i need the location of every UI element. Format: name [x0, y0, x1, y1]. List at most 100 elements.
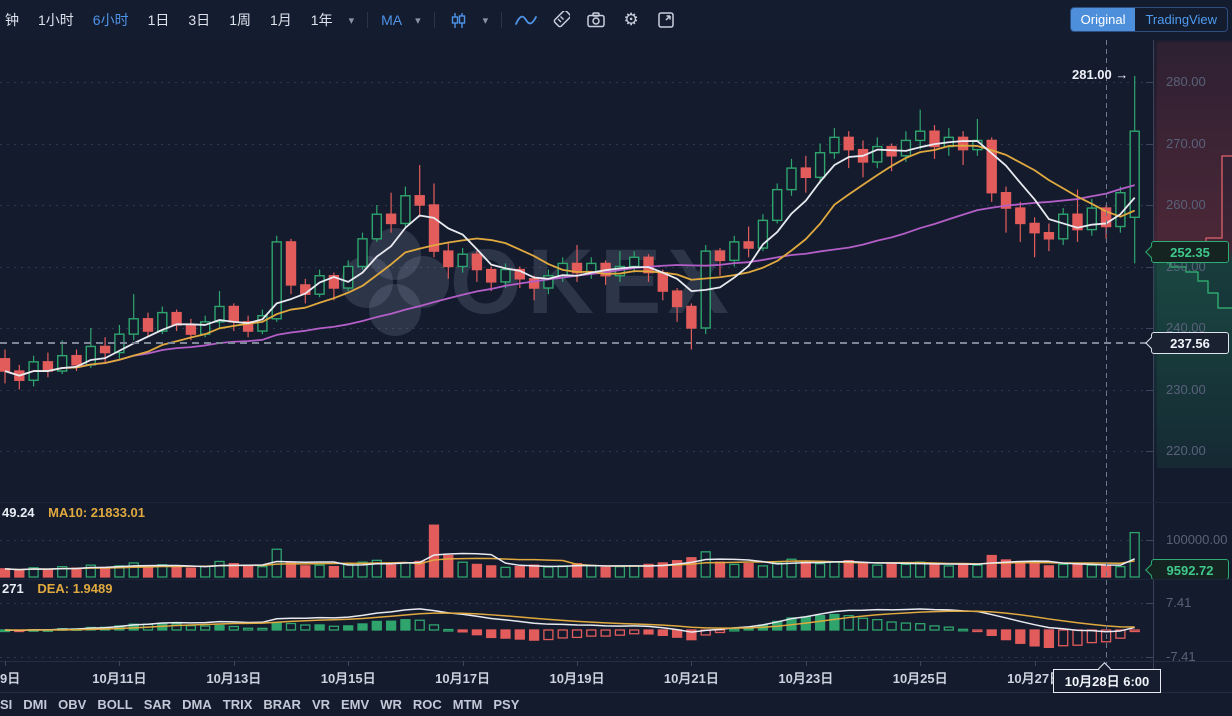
gridline: [0, 328, 1153, 329]
timeframe-button-6[interactable]: 1月: [267, 8, 295, 32]
crosshair-price-label: 237.56: [1145, 332, 1229, 354]
timeframe-button-3[interactable]: 1日: [145, 8, 173, 32]
indicator-tab-brar[interactable]: BRAR: [263, 697, 301, 712]
macd-dif-partial-value: 271: [2, 581, 24, 596]
date-label: 10月13日: [206, 671, 262, 686]
indicator-tab-obv[interactable]: OBV: [58, 697, 87, 712]
date-tick: [1034, 661, 1036, 666]
gridline: [0, 603, 1153, 605]
timeframe-button-4[interactable]: 3日: [185, 8, 213, 32]
gridline: [0, 143, 1153, 145]
axis-tick: [1146, 143, 1153, 145]
date-label: 10月17日: [435, 671, 491, 686]
date-tick: [462, 661, 464, 666]
timeframe-button-1[interactable]: 1小时: [35, 8, 77, 32]
indicator-tab-roc[interactable]: ROC: [412, 697, 442, 712]
label-notch: [1145, 245, 1158, 259]
toggle-original-button[interactable]: Original: [1070, 8, 1136, 31]
fullscreen-icon[interactable]: [655, 9, 677, 31]
timeframe-button-5[interactable]: 1周: [226, 8, 254, 32]
tabs-separator: [0, 692, 1232, 693]
axis-tick-label: 280.00: [1166, 74, 1206, 89]
indicator-tab-psy[interactable]: PSY: [493, 697, 520, 712]
measure-icon[interactable]: [550, 9, 572, 31]
pane-separator: [0, 579, 1232, 580]
axis-tick: [1146, 656, 1153, 658]
gridline: [0, 540, 1153, 541]
axis-tick-label: 260.00: [1166, 197, 1206, 212]
date-label: 10月23日: [778, 671, 834, 686]
toolbar-divider: [367, 12, 369, 28]
date-tick: [5, 661, 6, 666]
timeframe-button-7[interactable]: 1年: [308, 8, 336, 32]
label-notch: [1145, 336, 1158, 350]
chart-toolbar: 钟 1小时 6小时 1日 3日 1周 1月 1年 ▾ MA ▾ ▾: [0, 0, 1232, 40]
gridline: [0, 205, 1153, 206]
indicator-tab-vr[interactable]: VR: [311, 697, 331, 712]
timeframe-button-2[interactable]: 6小时: [90, 8, 132, 32]
current-volume-label: 9592.72: [1145, 559, 1229, 580]
date-label: 10月15日: [320, 671, 376, 686]
watermark-text: OKEX: [450, 231, 735, 333]
line-chart-icon[interactable]: [515, 9, 538, 31]
date-tick: [691, 661, 693, 666]
indicator-tab-wr[interactable]: WR: [380, 697, 402, 712]
axis-tick-label: 230.00: [1166, 381, 1206, 397]
date-label: 10月19日: [549, 671, 605, 686]
indicator-tab-emv[interactable]: EMV: [341, 697, 370, 712]
crosshair-horizontal-line: [0, 342, 1153, 344]
date-tick: [119, 661, 121, 666]
date-tick: [805, 661, 807, 666]
label-notch: [1145, 563, 1158, 576]
timeframe-button-0[interactable]: 钟: [2, 8, 22, 32]
toggle-tradingview-button[interactable]: TradingView: [1135, 8, 1227, 31]
gridline: [0, 656, 1153, 658]
timeframe-more-caret-icon[interactable]: ▾: [348, 14, 355, 27]
axis-tick: [1146, 451, 1153, 452]
high-price-marker: 281.00 →: [1072, 67, 1129, 82]
indicator-tab-dma[interactable]: DMA: [182, 697, 212, 712]
last-price-label: 252.35: [1145, 241, 1229, 263]
indicator-tab-dmi[interactable]: DMI: [23, 697, 48, 712]
indicator-tab-trix[interactable]: TRIX: [222, 697, 253, 712]
gridline: [0, 451, 1153, 452]
macd-dea-value: DEA: 1.9489: [37, 581, 113, 596]
indicator-tab-mtm[interactable]: MTM: [452, 697, 483, 712]
axis-tick-label: 220.00: [1166, 443, 1206, 458]
indicator-tab-sar[interactable]: SAR: [143, 697, 172, 712]
axis-tick-label: 7.41: [1166, 595, 1192, 611]
date-label: 10月25日: [892, 671, 948, 686]
okex-watermark: OKEX: [340, 222, 735, 342]
toolbar-divider: [501, 12, 503, 28]
axis-tick: [1146, 82, 1153, 83]
indicator-tabs-bar: SI DMI OBV BOLL SAR DMA TRIX BRAR VR EMV WR ROC MTM P…: [0, 693, 1232, 716]
time-axis-separator: [0, 661, 1232, 662]
gridline: [0, 82, 1153, 83]
volume-pane-readout: 49.24 MA10: 21833.01: [2, 505, 145, 520]
axis-tick: [1146, 540, 1153, 541]
toolbar-divider: [433, 12, 435, 28]
chart-engine-toggle: Original TradingView: [1069, 7, 1228, 32]
date-label: 10月27日: [1007, 671, 1063, 686]
settings-gear-icon[interactable]: ⚙: [623, 10, 639, 29]
axis-tick: [1146, 328, 1153, 329]
axis-tick-label: -7.41: [1166, 648, 1196, 664]
axis-tick-label: 100000.00: [1166, 532, 1228, 547]
price-axis-line: [1153, 40, 1154, 692]
chart-type-caret-icon[interactable]: ▾: [482, 14, 489, 27]
axis-tick: [1146, 389, 1153, 391]
ma-indicator-dropdown[interactable]: MA: [381, 12, 403, 28]
date-label: 9日: [0, 671, 21, 686]
ma-dropdown-caret-icon[interactable]: ▾: [415, 14, 421, 27]
camera-icon[interactable]: [585, 9, 607, 31]
axis-tick: [1146, 603, 1153, 605]
candlestick-type-icon[interactable]: [448, 9, 470, 31]
date-label: 10月21日: [663, 671, 719, 686]
indicator-tab-boll[interactable]: BOLL: [97, 697, 133, 712]
timeframe-button-group: 钟 1小时 6小时 1日 3日 1周 1月 1年: [2, 8, 336, 32]
date-tick: [920, 661, 922, 666]
indicator-tab-si[interactable]: SI: [0, 697, 13, 712]
